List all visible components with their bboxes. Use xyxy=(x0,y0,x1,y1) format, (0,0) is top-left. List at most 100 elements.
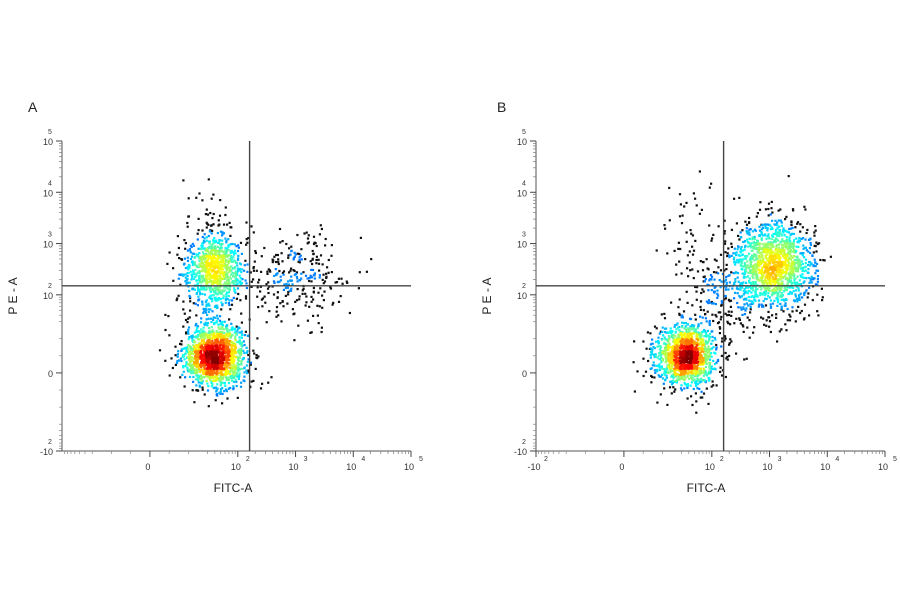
event-dot xyxy=(658,354,661,357)
event-dot xyxy=(216,257,219,260)
event-dot xyxy=(234,252,237,255)
event-dot xyxy=(211,258,214,261)
event-dot xyxy=(215,338,219,341)
event-dot xyxy=(805,277,808,280)
event-dot xyxy=(240,334,243,337)
event-dot xyxy=(707,299,711,302)
event-dot xyxy=(800,275,803,278)
event-dot xyxy=(205,305,208,308)
event-dot xyxy=(748,228,751,231)
event-dot xyxy=(252,231,255,234)
event-dot xyxy=(206,213,210,216)
event-dot xyxy=(795,309,798,312)
event-dot xyxy=(744,240,747,243)
event-dot xyxy=(789,315,792,318)
event-dot xyxy=(657,336,660,339)
event-dot xyxy=(211,339,214,342)
event-dot xyxy=(771,234,774,237)
event-dot xyxy=(726,320,729,323)
event-dot xyxy=(212,359,215,362)
event-dot xyxy=(770,249,773,252)
event-dot xyxy=(231,281,234,284)
event-dot xyxy=(190,365,193,369)
event-dot xyxy=(204,311,207,314)
event-dot xyxy=(778,282,781,285)
event-dot xyxy=(791,232,794,235)
event-dot xyxy=(224,340,227,343)
event-dot xyxy=(747,275,750,278)
event-dot xyxy=(759,247,762,251)
event-dot xyxy=(758,234,761,238)
event-dot xyxy=(757,254,760,258)
event-dot xyxy=(712,271,716,274)
event-dot xyxy=(658,368,661,372)
event-dot xyxy=(754,280,757,284)
event-dot xyxy=(749,303,752,306)
event-dot xyxy=(766,245,769,248)
event-dot xyxy=(213,266,216,269)
event-dot xyxy=(765,319,768,322)
event-dot xyxy=(289,253,292,256)
event-dot xyxy=(779,219,782,222)
event-dot xyxy=(249,361,253,364)
event-dot xyxy=(226,223,229,226)
event-dot xyxy=(206,248,209,251)
event-dot xyxy=(184,276,187,279)
event-dot xyxy=(778,275,781,278)
event-dot xyxy=(778,229,781,232)
event-dot xyxy=(782,276,785,279)
event-dot xyxy=(235,297,238,300)
event-dot xyxy=(230,334,233,337)
event-dot xyxy=(784,270,787,273)
event-dot xyxy=(194,359,197,362)
event-dot xyxy=(231,267,234,270)
event-dot xyxy=(191,242,194,245)
event-dot xyxy=(275,253,278,257)
event-dot xyxy=(756,212,759,215)
event-dot xyxy=(733,281,736,285)
event-dot xyxy=(198,252,201,255)
event-dot xyxy=(794,270,798,273)
event-dot xyxy=(811,254,814,257)
event-dot xyxy=(710,342,713,345)
event-dot xyxy=(713,258,716,261)
event-dot xyxy=(709,358,712,361)
event-dot xyxy=(211,365,214,368)
event-dot xyxy=(240,362,243,365)
event-dot xyxy=(234,260,237,263)
event-dot xyxy=(201,330,204,333)
event-dot xyxy=(700,335,703,338)
event-dot xyxy=(774,248,777,251)
event-dot xyxy=(710,330,713,333)
event-dot xyxy=(211,310,214,313)
event-dot xyxy=(337,277,340,280)
event-dot xyxy=(682,375,685,378)
event-dot xyxy=(273,255,276,258)
event-dot xyxy=(190,335,193,338)
event-dot xyxy=(749,269,752,272)
event-dot xyxy=(687,275,690,278)
event-dot xyxy=(782,231,785,234)
event-dot xyxy=(230,255,233,258)
event-dot xyxy=(736,301,739,305)
event-dot xyxy=(228,221,231,224)
event-dot xyxy=(225,338,229,341)
event-dot xyxy=(348,311,351,315)
event-dot xyxy=(218,223,221,226)
event-dot xyxy=(234,291,237,294)
event-dot xyxy=(305,295,308,298)
event-dot xyxy=(187,268,190,271)
event-dot xyxy=(191,252,194,255)
event-dot xyxy=(201,292,204,295)
event-dot xyxy=(805,231,808,235)
event-dot xyxy=(335,281,339,284)
event-dot xyxy=(725,275,728,279)
event-dot xyxy=(224,273,227,276)
event-dot xyxy=(710,352,713,355)
event-dot xyxy=(774,289,777,292)
event-dot xyxy=(691,245,694,248)
event-dot xyxy=(281,300,284,303)
event-dot xyxy=(774,232,777,235)
event-dot xyxy=(207,354,210,357)
event-dot xyxy=(728,281,731,284)
